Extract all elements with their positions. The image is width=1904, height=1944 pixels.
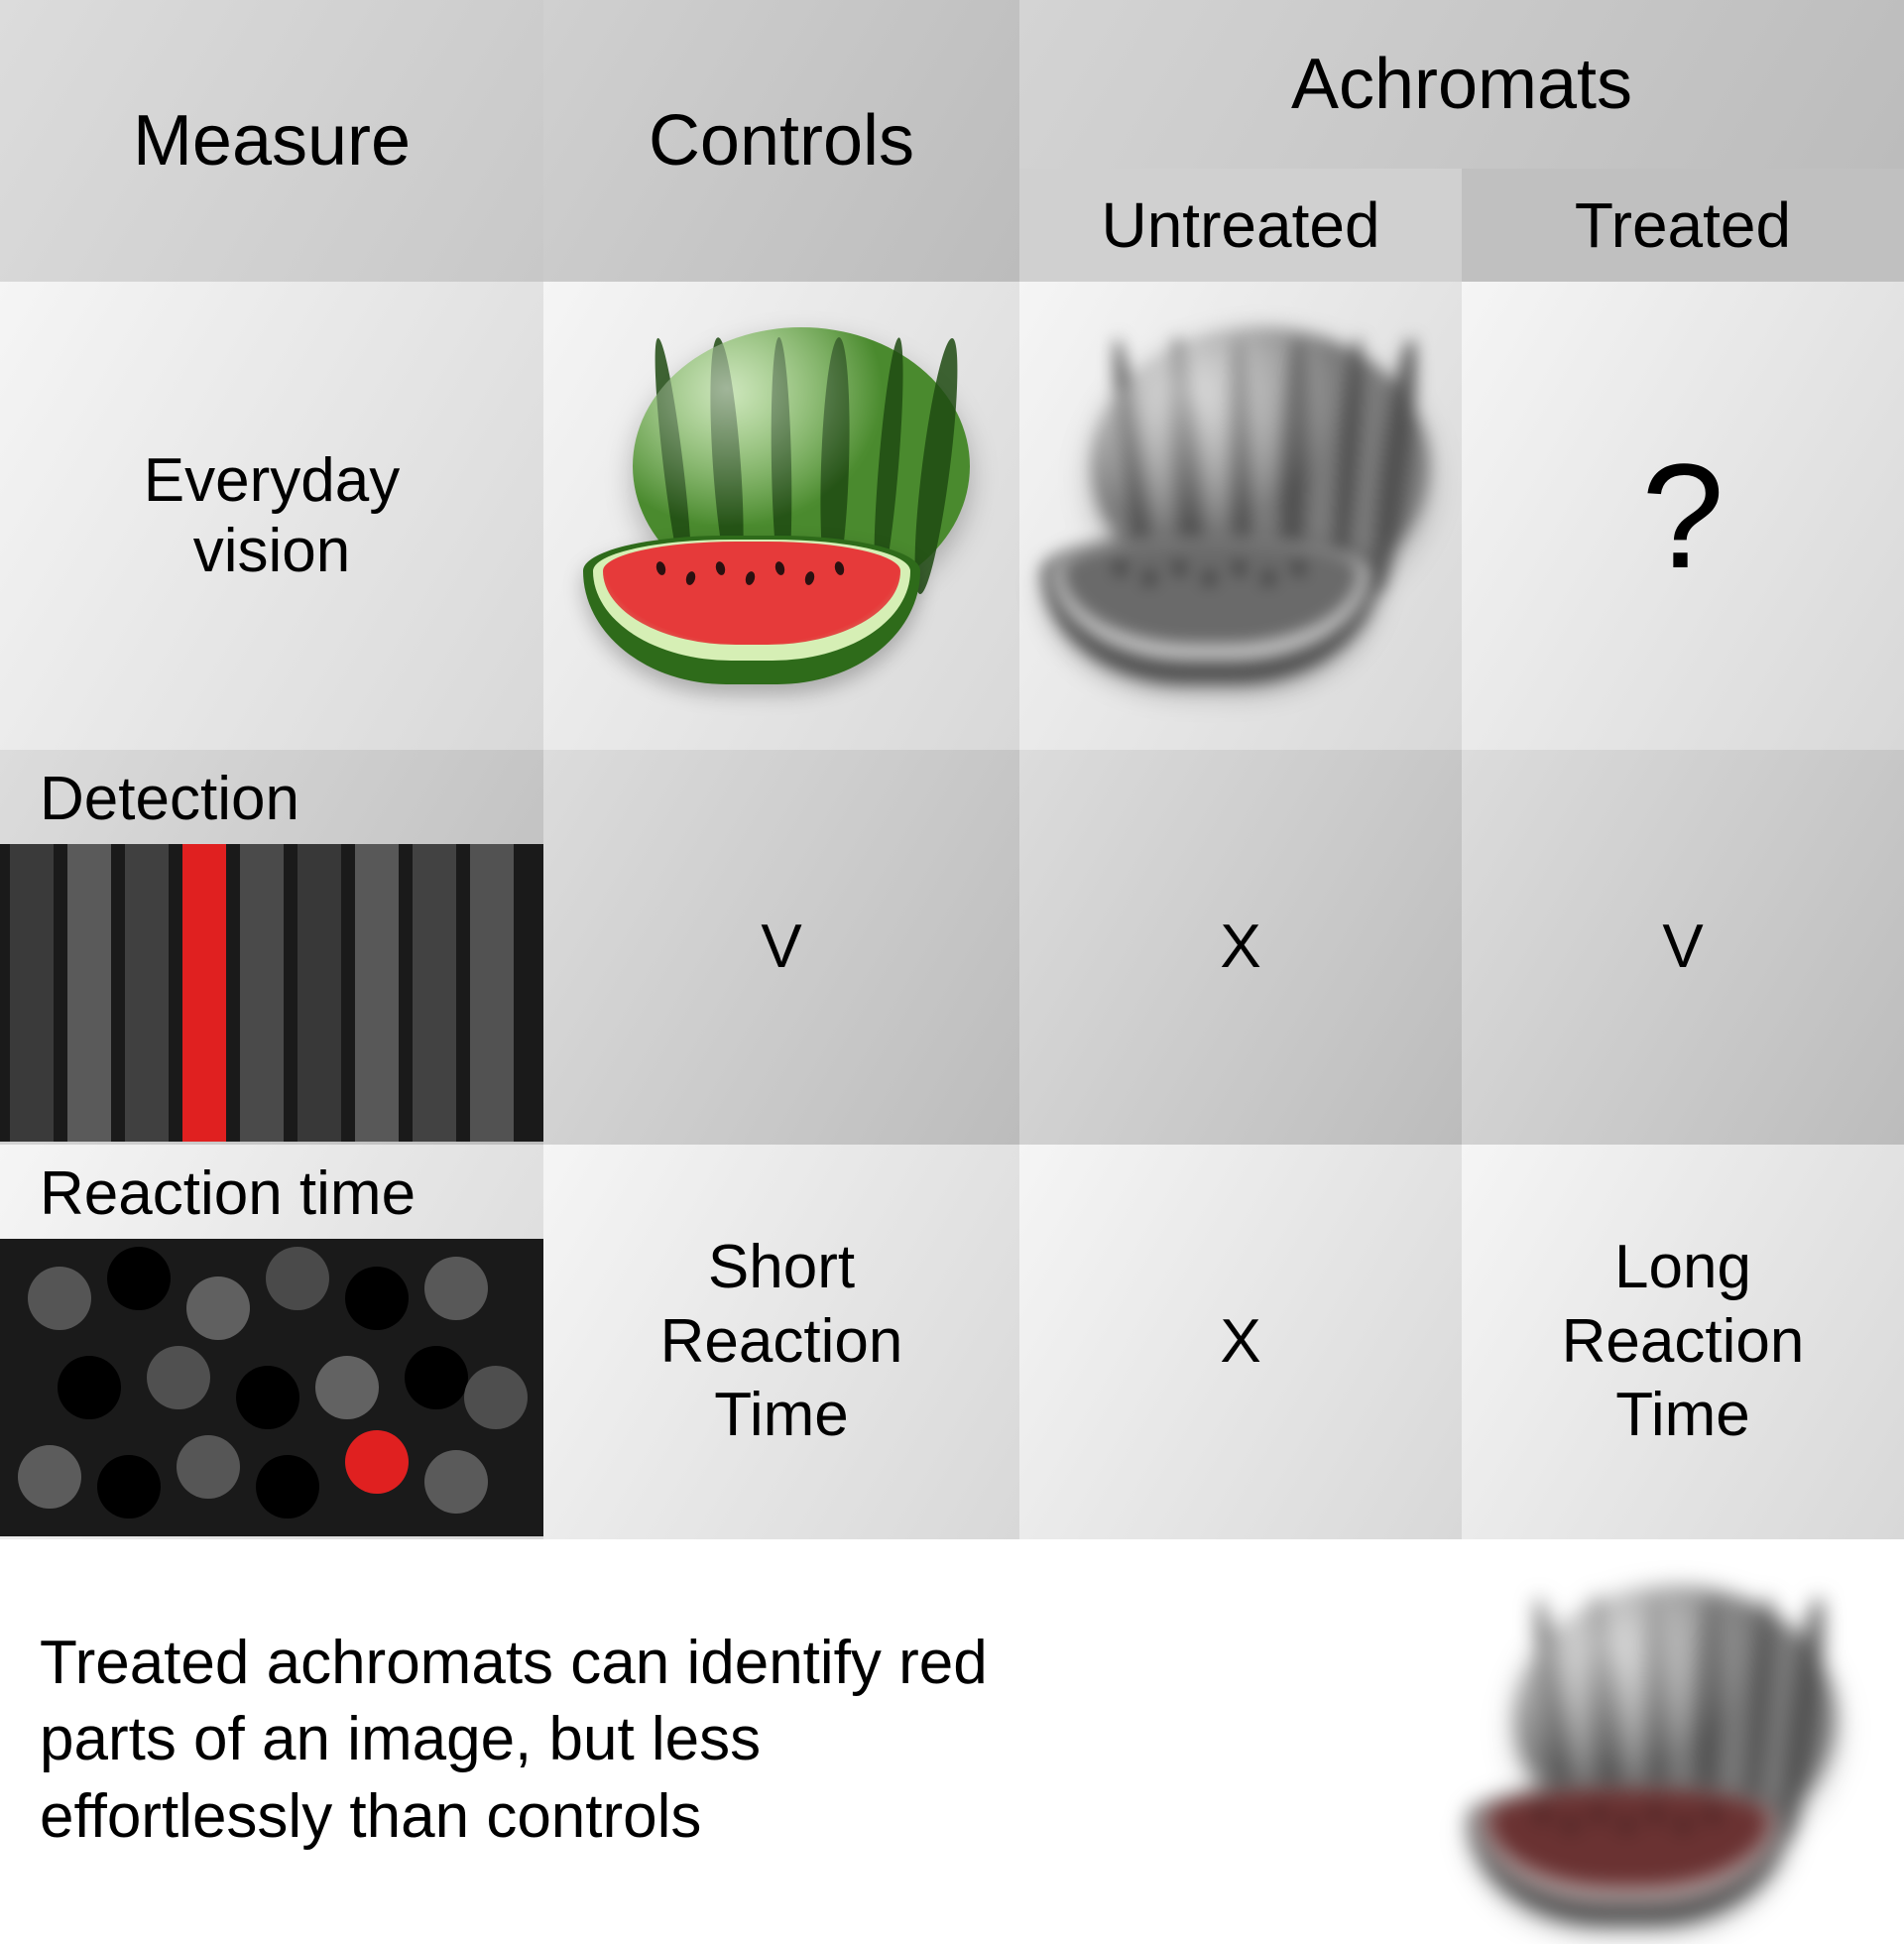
header-achromats: Achromats — [1019, 0, 1904, 169]
detection-bar — [470, 844, 514, 1142]
detection-bar — [169, 844, 182, 1142]
reaction-dot — [464, 1366, 528, 1429]
reaction-dot — [256, 1455, 319, 1519]
treated-value: V — [1662, 911, 1703, 984]
reaction-dot — [405, 1346, 468, 1409]
reaction-dot — [345, 1430, 409, 1494]
reaction-dot — [28, 1267, 91, 1330]
controls-cell-row1: V — [543, 750, 1019, 1145]
reaction-dot — [266, 1247, 329, 1310]
treated-cell-row0: ? — [1462, 282, 1904, 750]
detection-bar — [125, 844, 169, 1142]
measure-label: Detection — [0, 764, 583, 844]
reaction-dot — [315, 1356, 379, 1419]
detection-bar — [240, 844, 284, 1142]
controls-cell-row0 — [543, 282, 1019, 750]
reaction-dot — [147, 1346, 210, 1409]
measure-label: Reaction time — [0, 1158, 583, 1239]
controls-value: V — [761, 911, 801, 984]
detection-bar — [355, 844, 399, 1142]
measure-label: Everyday vision — [12, 445, 532, 586]
detection-bar — [111, 844, 125, 1142]
reaction-dot — [97, 1455, 161, 1519]
measure-cell-row0: Everyday vision — [0, 282, 543, 750]
subheader-treated: Treated — [1462, 169, 1904, 282]
reaction-dot — [424, 1257, 488, 1320]
reaction-dot — [177, 1435, 240, 1499]
caption-watermelon — [1459, 1586, 1854, 1944]
untreated-cell-row0 — [1019, 282, 1462, 750]
reaction-dot — [18, 1445, 81, 1509]
measure-cell-row1: Detection — [0, 750, 543, 1145]
treated-value: ? — [1641, 426, 1724, 605]
treated-value: Long Reaction Time — [1562, 1231, 1805, 1452]
untreated-cell-row1: X — [1019, 750, 1462, 1145]
detection-bar — [10, 844, 54, 1142]
detection-bar — [226, 844, 240, 1142]
detection-bar — [413, 844, 456, 1142]
measure-cell-row2: Reaction time — [0, 1145, 543, 1539]
reaction-dot — [58, 1356, 121, 1419]
detection-bar — [399, 844, 413, 1142]
subheader-untreated: Untreated — [1019, 169, 1462, 282]
detection-bar — [284, 844, 298, 1142]
reaction-stimulus — [0, 1239, 543, 1536]
reaction-dot — [107, 1247, 171, 1310]
header-measure: Measure — [0, 0, 543, 282]
watermelon-gray_blur — [1032, 327, 1449, 704]
detection-bar — [341, 844, 355, 1142]
treated-cell-row1: V — [1462, 750, 1904, 1145]
header-controls: Controls — [543, 0, 1019, 282]
reaction-dot — [186, 1276, 250, 1340]
detection-stimulus — [0, 844, 543, 1142]
caption-text: Treated achromats can identify red parts… — [0, 1595, 1368, 1905]
detection-bar — [67, 844, 111, 1142]
treated-cell-row2: Long Reaction Time — [1462, 1145, 1904, 1539]
untreated-cell-row2: X — [1019, 1145, 1462, 1539]
detection-bar — [182, 844, 226, 1142]
detection-bar — [298, 844, 341, 1142]
detection-bar — [54, 844, 67, 1142]
reaction-dot — [424, 1450, 488, 1514]
untreated-value: X — [1220, 911, 1260, 984]
reaction-dot — [345, 1267, 409, 1330]
controls-cell-row2: Short Reaction Time — [543, 1145, 1019, 1539]
untreated-value: X — [1220, 1305, 1260, 1379]
detection-bar — [456, 844, 470, 1142]
reaction-dot — [236, 1366, 299, 1429]
watermelon-color — [573, 327, 990, 704]
controls-value: Short Reaction Time — [660, 1231, 903, 1452]
